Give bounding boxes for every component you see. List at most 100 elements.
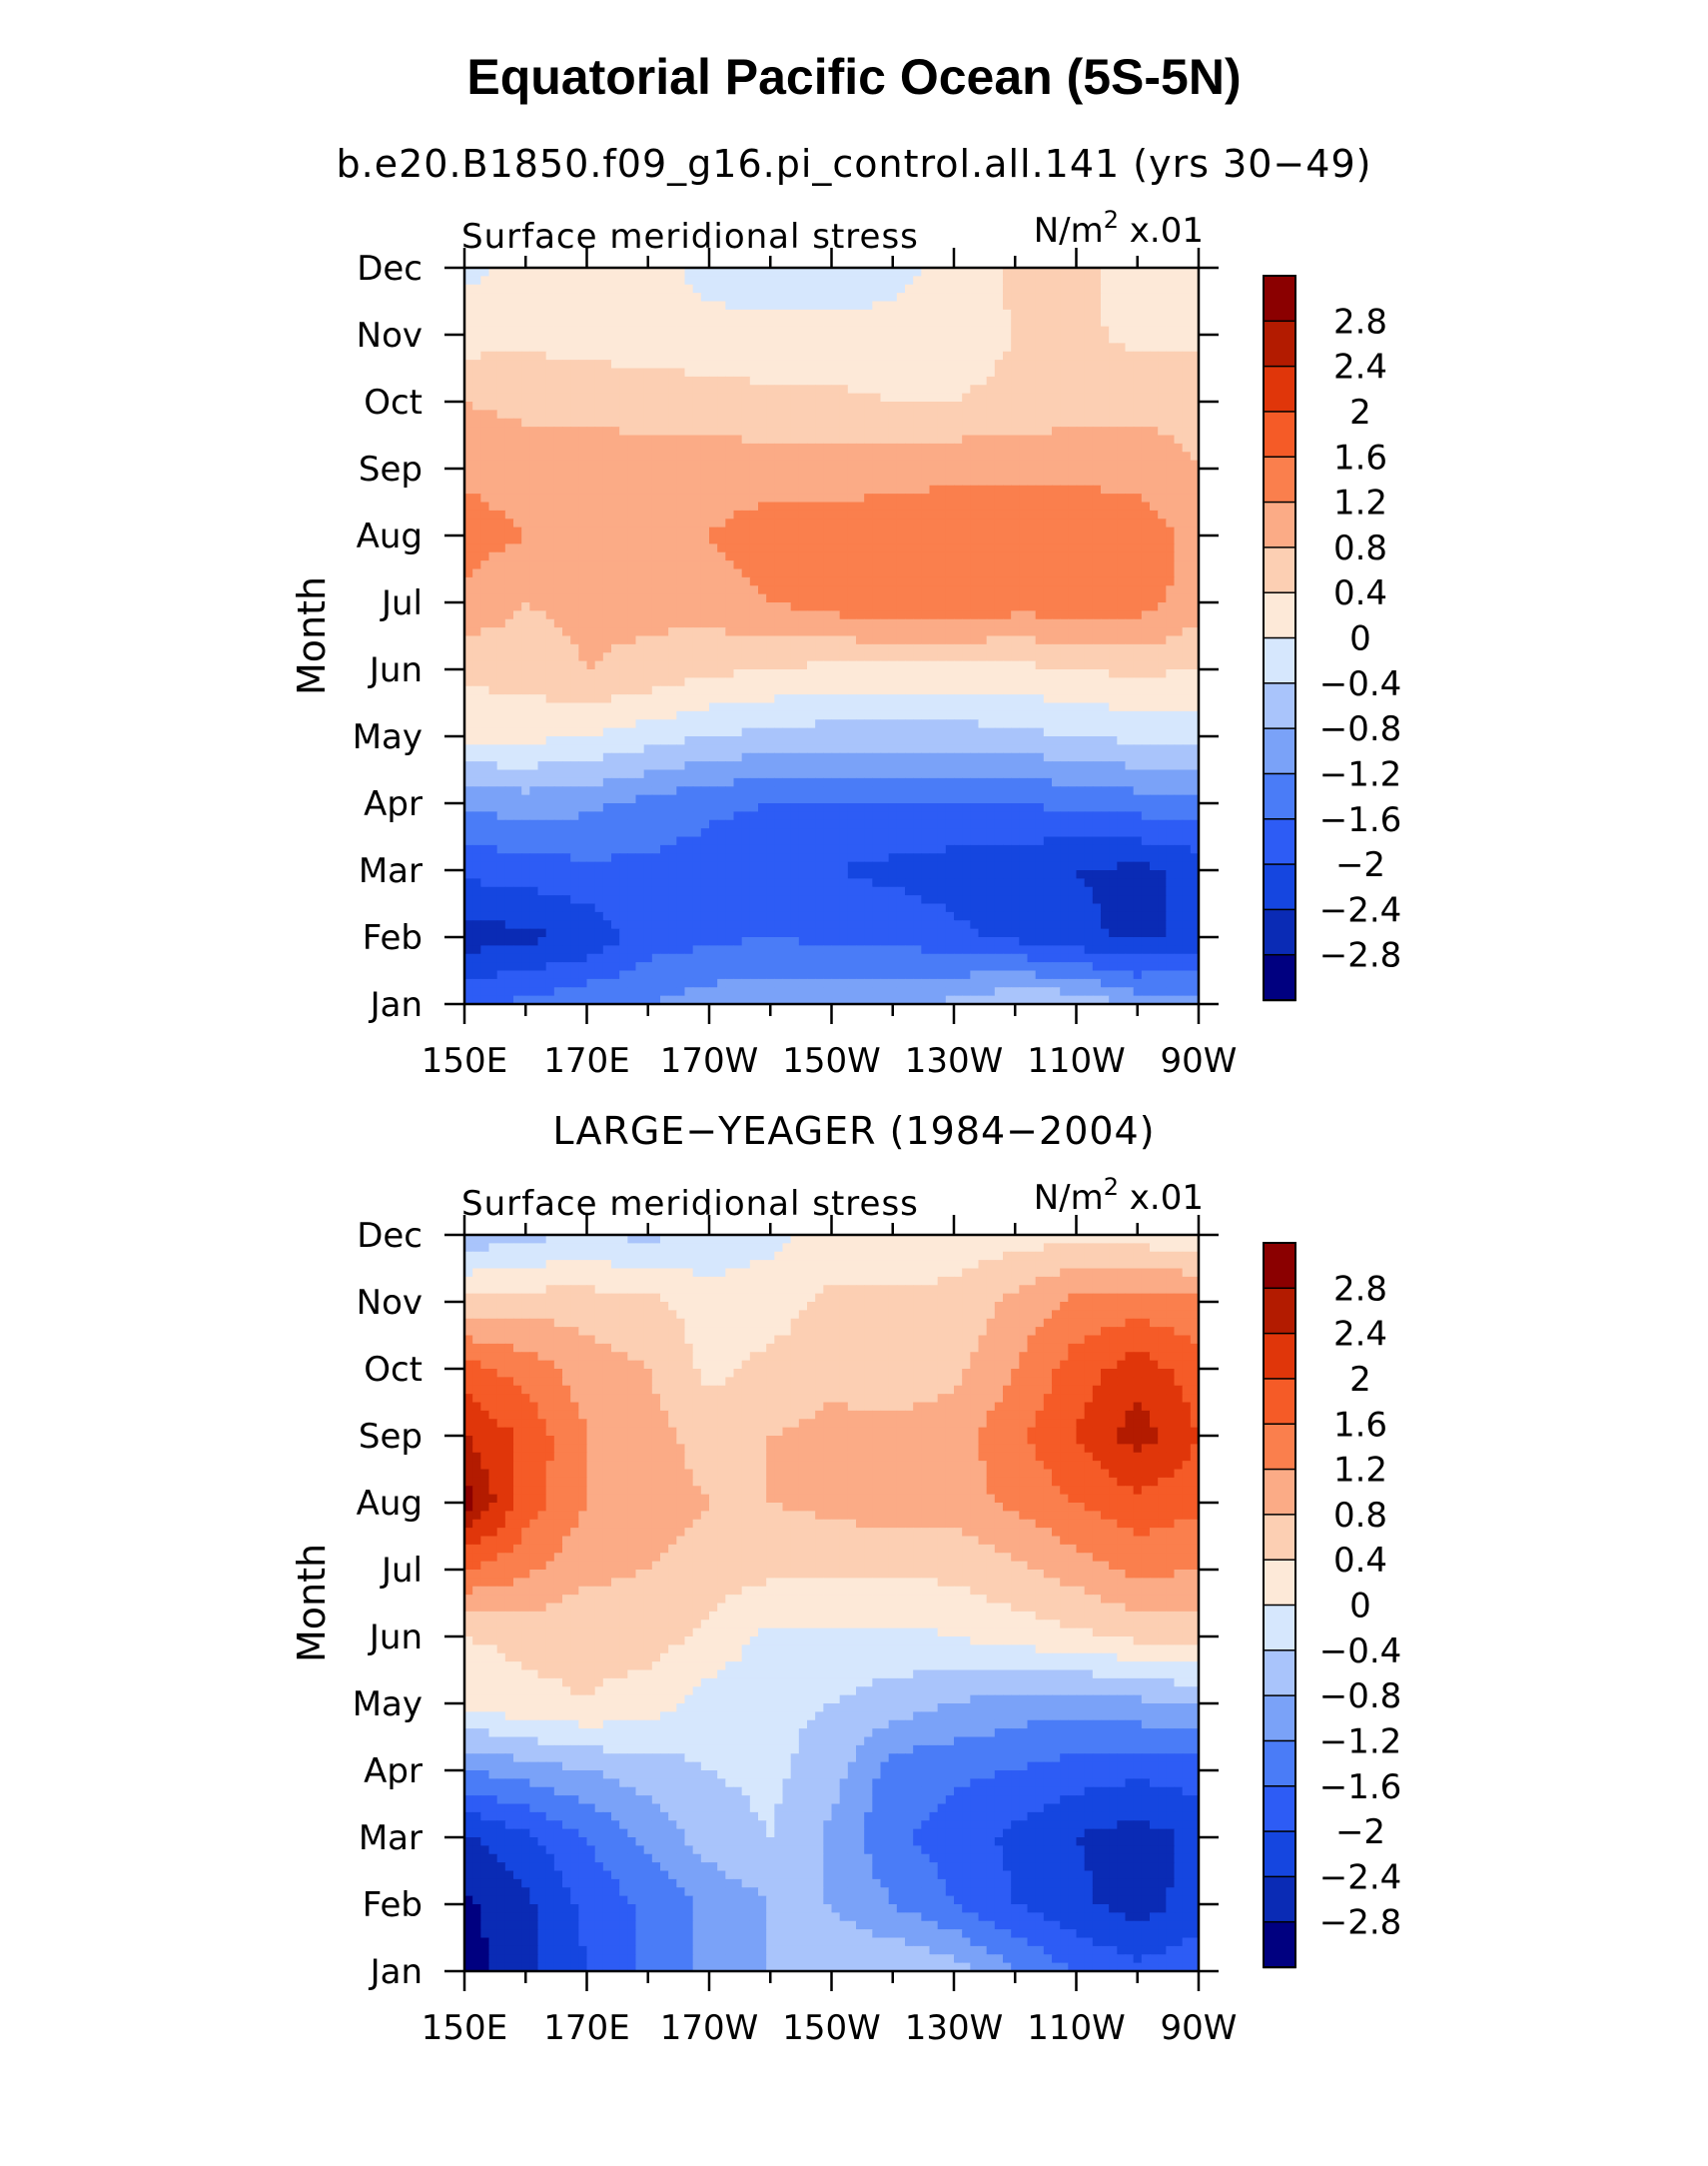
field-cell [1003,485,1012,495]
field-cell [1076,284,1086,294]
field-cell [611,351,620,361]
field-cell [741,318,751,328]
field-cell [488,293,498,303]
field-cell [937,293,947,303]
field-cell [611,510,620,520]
field-cell [1076,268,1086,277]
field-cell [1011,460,1020,470]
field-cell [1141,427,1151,437]
field-cell [1084,627,1094,637]
field-cell [1150,719,1159,729]
field-cell [986,402,996,411]
field-cell [709,301,718,311]
field-cell [586,360,596,370]
field-cell [905,309,914,319]
field-cell [504,685,514,695]
field-cell [1158,627,1167,637]
field-cell [864,435,873,445]
field-cell [709,443,718,453]
field-cell [839,635,849,645]
field-cell [562,276,571,286]
field-cell [839,502,849,512]
field-cell [970,494,980,504]
field-cell [1109,410,1118,420]
field-cell [1019,536,1029,544]
field-cell [472,702,481,712]
field-cell [733,510,743,520]
field-cell [766,301,775,311]
field-cell [1141,652,1151,662]
field-cell [872,610,882,620]
field-cell [749,293,759,303]
field-cell [782,536,792,544]
field-cell [1117,410,1127,420]
field-cell [905,460,914,470]
field-cell [496,618,506,628]
field-cell [717,410,726,420]
field-cell [578,485,588,495]
field-cell [1052,719,1061,729]
field-cell [660,443,669,453]
field-cell [1150,576,1159,586]
field-cell [798,627,808,637]
field-cell [513,326,522,336]
field-cell [986,301,996,311]
field-cell [1060,318,1069,328]
field-cell [602,618,612,628]
field-cell [831,669,841,678]
field-cell [1174,685,1184,695]
field-cell [1166,418,1176,428]
field-cell [978,710,988,720]
field-cell [725,576,735,586]
field-cell [994,677,1004,687]
field-cell [602,551,612,561]
field-cell [529,593,539,603]
field-cell [1101,593,1110,603]
field-cell [970,351,980,361]
field-cell [725,435,735,445]
field-cell [1011,335,1020,344]
field-cell [553,502,563,512]
field-cell [1109,694,1118,704]
field-cell [651,502,661,512]
field-cell [668,593,677,603]
field-cell [643,719,653,729]
field-cell [929,519,939,529]
field-cell [839,443,849,453]
field-cell [635,510,645,520]
field-cell [1092,602,1102,611]
field-cell [1076,385,1086,395]
field-cell [798,660,808,670]
field-cell [758,276,767,286]
field-cell [864,351,873,361]
field-cell [782,660,792,670]
field-cell [921,402,931,411]
field-cell [562,719,571,729]
field-cell [553,618,563,628]
field-cell [864,685,873,695]
field-cell [635,410,645,420]
field-cell [1141,494,1151,504]
field-cell [774,293,784,303]
field-cell [831,677,841,687]
field-cell [1150,360,1159,370]
field-cell [529,710,539,720]
field-cell [684,393,694,403]
field-cell [570,443,579,453]
field-cell [529,393,539,403]
field-cell [1019,443,1029,453]
field-cell [1035,309,1045,319]
field-cell [619,727,628,737]
field-cell [1068,551,1078,561]
field-cell [774,543,784,553]
field-cell [1060,443,1069,453]
field-cell [488,469,498,478]
field-cell [994,610,1004,620]
field-cell [1166,536,1176,544]
field-cell [1166,602,1176,611]
field-cell [872,351,882,361]
field-cell [1076,376,1086,386]
field-cell [741,702,751,712]
field-cell [619,485,628,495]
field-cell [635,551,645,561]
